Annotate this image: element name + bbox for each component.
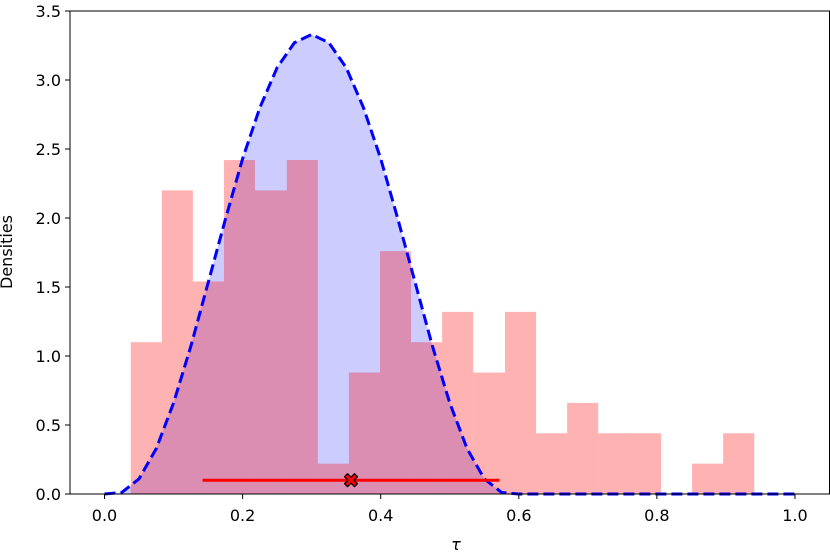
x-tick-label: 0.2 [230, 506, 255, 525]
histogram-bar [411, 342, 443, 494]
histogram-bar [536, 433, 568, 494]
y-axis-label: Densities [0, 215, 16, 289]
point-marker [343, 473, 359, 488]
y-tick-label: 3.0 [36, 71, 61, 90]
histogram-bar [380, 251, 412, 494]
histogram-bar [504, 311, 537, 494]
y-tick-label: 1.5 [36, 278, 61, 297]
histogram-bar [723, 433, 755, 494]
x-tick-label: 0.0 [92, 506, 117, 525]
x-axis-label: τ [451, 535, 461, 554]
histogram-bar [598, 433, 630, 494]
histogram-bar [192, 281, 224, 494]
histogram-bar [629, 433, 662, 494]
histogram-bar [223, 160, 256, 495]
histogram-bar [161, 190, 193, 494]
x-tick-label: 0.8 [644, 506, 669, 525]
histogram-bar [130, 342, 162, 494]
x-tick-label: 1.0 [782, 506, 807, 525]
y-tick-label: 0.0 [36, 485, 61, 504]
histogram-bar [442, 311, 474, 494]
histogram-bar [692, 463, 724, 494]
y-tick-label: 2.5 [36, 140, 61, 159]
histogram-bar [255, 190, 287, 494]
density-area [104, 34, 795, 495]
x-tick-label: 0.4 [368, 506, 393, 525]
y-tick-label: 0.5 [36, 416, 61, 435]
y-tick-label: 3.5 [36, 2, 61, 21]
histogram-bar [286, 160, 318, 495]
histogram-bar [567, 402, 599, 494]
y-tick-label: 2.0 [36, 209, 61, 228]
y-tick-label: 1.0 [36, 347, 61, 366]
histogram-bar [473, 372, 505, 494]
x-tick-label: 0.6 [506, 506, 531, 525]
